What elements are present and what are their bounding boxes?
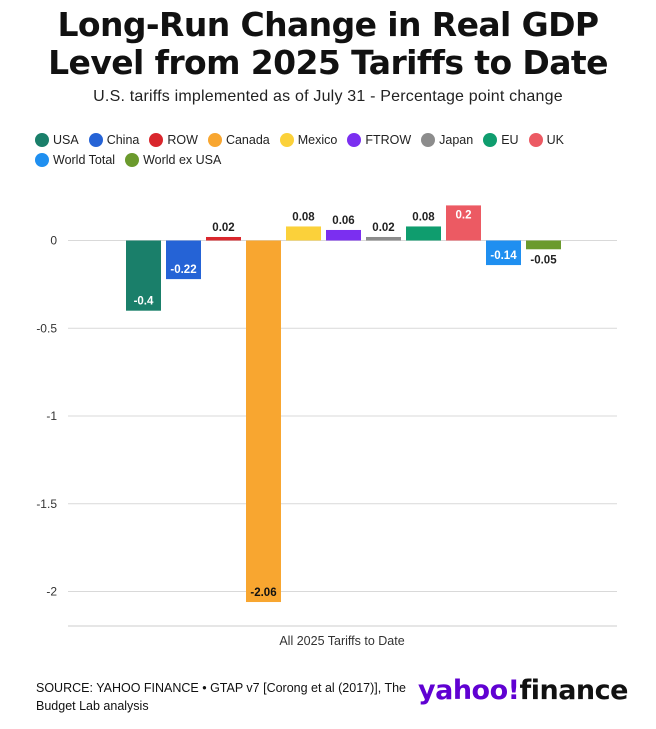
y-tick-label: -1 — [46, 409, 57, 423]
bar-value-label: 0.08 — [412, 211, 435, 223]
legend-item: ROW — [149, 132, 198, 148]
legend-item: EU — [483, 132, 519, 148]
legend-item: FTROW — [347, 132, 411, 148]
bar-value-label: -0.14 — [490, 250, 517, 262]
legend: USA China ROW Canada Mexico FTROW Japan EU UK Wor… — [35, 132, 635, 168]
legend-swatch — [528, 133, 543, 147]
legend-swatch — [149, 133, 164, 147]
legend-label: World ex USA — [143, 153, 222, 167]
legend-label: Japan — [439, 133, 474, 147]
legend-swatch — [483, 133, 498, 147]
bar-value-label: -2.06 — [250, 587, 276, 599]
bar — [286, 226, 321, 241]
legend-swatch — [207, 133, 222, 147]
bar — [166, 240, 201, 280]
legend-label: Canada — [225, 133, 270, 147]
legend-swatch — [88, 133, 103, 147]
legend-label: USA — [53, 133, 79, 147]
logo-yahoo: yahoo! — [418, 675, 520, 706]
yahoo-finance-logo: yahoo!finance — [418, 675, 628, 706]
logo-finance: finance — [519, 675, 628, 706]
bar-value-label: 0.2 — [456, 209, 472, 221]
y-tick-label: 0 — [50, 234, 57, 248]
legend-swatch — [35, 133, 49, 147]
y-tick-label: -2 — [46, 585, 57, 599]
bar — [446, 205, 481, 241]
legend-item: China — [88, 132, 140, 148]
bar-value-label: 0.02 — [212, 222, 234, 234]
chart-title: Long-Run Change in Real GDP Level from 2… — [0, 6, 656, 82]
bar-value-label: 0.06 — [332, 215, 354, 227]
legend-label: ROW — [167, 133, 198, 147]
legend-item: Mexico — [279, 132, 338, 148]
bar — [246, 240, 281, 603]
legend-item: UK — [528, 132, 564, 148]
legend-label: EU — [501, 133, 519, 147]
bar-value-label: 0.02 — [372, 222, 394, 234]
chart-subtitle: U.S. tariffs implemented as of July 31 -… — [93, 88, 563, 105]
legend-label: World Total — [53, 153, 116, 167]
chart-title-line2: Level from 2025 Tariffs to Date — [48, 43, 608, 82]
legend-label: UK — [546, 133, 564, 147]
y-tick-label: -1.5 — [36, 497, 57, 511]
legend-swatch — [125, 153, 140, 167]
legend-item: Canada — [207, 132, 270, 148]
legend-swatch — [35, 153, 49, 167]
bar — [486, 240, 521, 266]
chart-title-line1: Long-Run Change in Real GDP — [57, 5, 600, 44]
legend-label: FTROW — [365, 133, 412, 147]
bar-value-label: -0.05 — [530, 254, 557, 266]
y-tick-label: -0.5 — [36, 321, 57, 335]
legend-swatch — [279, 133, 294, 147]
legend-item: USA — [35, 132, 79, 148]
legend-label: Mexico — [297, 133, 338, 147]
source-line2: Budget Lab analysis — [36, 699, 149, 713]
legend-item: World Total — [35, 152, 115, 168]
bar-value-label: 0.08 — [292, 211, 315, 223]
bar — [326, 229, 361, 241]
bar — [126, 240, 161, 311]
bar-value-label: -0.22 — [170, 264, 196, 276]
x-category-label: All 2025 Tariffs to Date — [279, 634, 404, 648]
bar — [206, 236, 241, 241]
bar — [366, 236, 401, 241]
source-line1: SOURCE: YAHOO FINANCE • GTAP v7 [Corong … — [36, 681, 407, 695]
legend-item: World ex USA — [125, 152, 221, 168]
legend-item: Japan — [421, 132, 473, 148]
legend-swatch — [421, 133, 436, 147]
bar-value-label: -0.4 — [134, 296, 154, 308]
legend-label: China — [106, 133, 140, 147]
legend-swatch — [347, 133, 362, 147]
source-note: SOURCE: YAHOO FINANCE • GTAP v7 [Corong … — [36, 679, 416, 715]
bar — [406, 226, 441, 241]
bar — [526, 240, 561, 250]
